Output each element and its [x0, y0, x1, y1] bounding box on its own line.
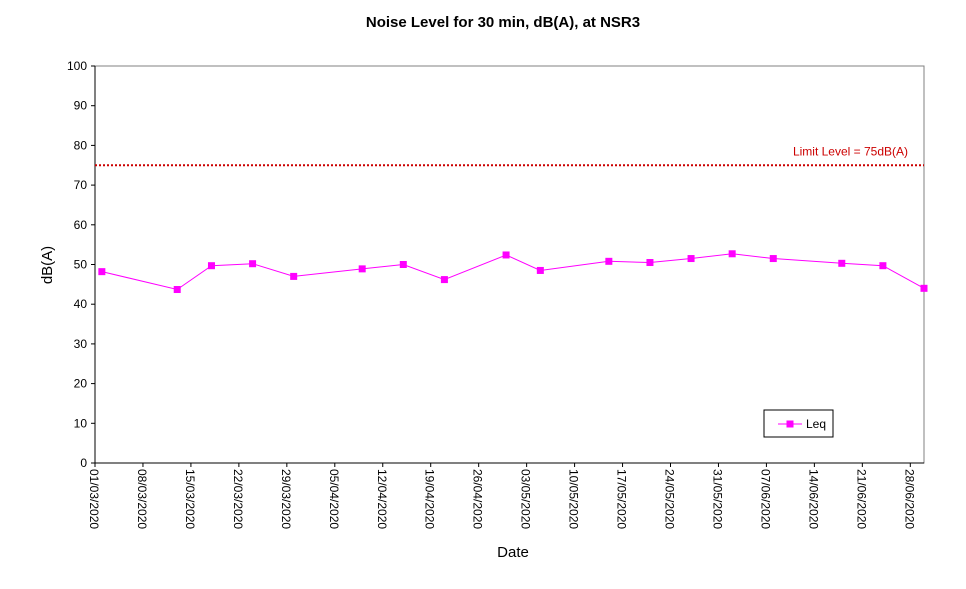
x-tick-label: 08/03/2020 [135, 469, 149, 529]
data-point-leq [358, 265, 366, 273]
y-tick-label: 80 [74, 138, 88, 152]
y-tick-label: 70 [74, 178, 88, 192]
x-tick-label: 28/06/2020 [902, 469, 916, 529]
limit-line-label: Limit Level = 75dB(A) [793, 144, 908, 158]
x-tick-label: 31/05/2020 [710, 469, 724, 529]
y-tick-label: 10 [74, 416, 88, 430]
data-point-leq [173, 286, 181, 294]
x-tick-label: 19/04/2020 [423, 469, 437, 529]
data-point-leq [728, 250, 736, 258]
y-tick-label: 100 [67, 59, 87, 73]
legend-label-leq: Leq [806, 417, 826, 431]
data-point-leq [879, 262, 887, 270]
data-point-leq [399, 261, 407, 268]
data-point-leq [605, 257, 613, 265]
y-tick-label: 40 [74, 297, 88, 311]
x-tick-label: 17/05/2020 [615, 469, 629, 529]
data-point-leq [769, 255, 777, 263]
series-line-leq [101, 253, 925, 291]
data-point-leq [687, 255, 695, 263]
y-tick-label: 30 [74, 337, 88, 351]
data-point-leq [502, 251, 510, 259]
y-tick-label: 0 [80, 456, 87, 470]
x-tick-label: 12/04/2020 [375, 469, 389, 529]
data-point-leq [536, 266, 544, 274]
data-point-leq [98, 268, 106, 276]
x-tick-label: 01/03/2020 [87, 469, 101, 529]
y-tick-label: 20 [74, 377, 88, 391]
x-tick-label: 29/03/2020 [279, 469, 293, 529]
y-tick-label: 90 [74, 99, 88, 113]
x-tick-label: 21/06/2020 [854, 469, 868, 529]
plot-frame [94, 65, 925, 464]
y-tick-label: 50 [74, 258, 88, 272]
x-tick-label: 15/03/2020 [183, 469, 197, 529]
plot-area: 0 10 20 30 40 50 60 70 80 90 100 01/03/2020 08/03/20… [67, 59, 928, 529]
x-tick-label: 26/04/2020 [471, 469, 485, 529]
legend-marker-leq [786, 420, 794, 428]
data-point-leq [440, 276, 448, 284]
legend: Leq [763, 409, 834, 438]
data-point-leq [207, 262, 215, 270]
y-axis-label: dB(A) [39, 246, 56, 284]
x-tick-label: 03/05/2020 [519, 469, 533, 529]
data-point-leq [290, 272, 298, 280]
x-axis-label: Date [497, 544, 529, 561]
x-tick-label: 24/05/2020 [663, 469, 677, 529]
x-tick-label: 10/05/2020 [567, 469, 581, 529]
data-point-leq [249, 260, 257, 268]
x-tick-label: 07/06/2020 [758, 469, 772, 529]
chart-title: Noise Level for 30 min, dB(A), at NSR3 [366, 14, 640, 31]
data-point-leq [838, 259, 846, 267]
x-tick-label: 05/04/2020 [327, 469, 341, 529]
x-tick-label: 22/03/2020 [231, 469, 245, 529]
data-point-leq [920, 284, 928, 292]
y-tick-label: 60 [74, 218, 88, 232]
x-tick-label: 14/06/2020 [806, 469, 820, 529]
data-point-leq [646, 259, 654, 267]
